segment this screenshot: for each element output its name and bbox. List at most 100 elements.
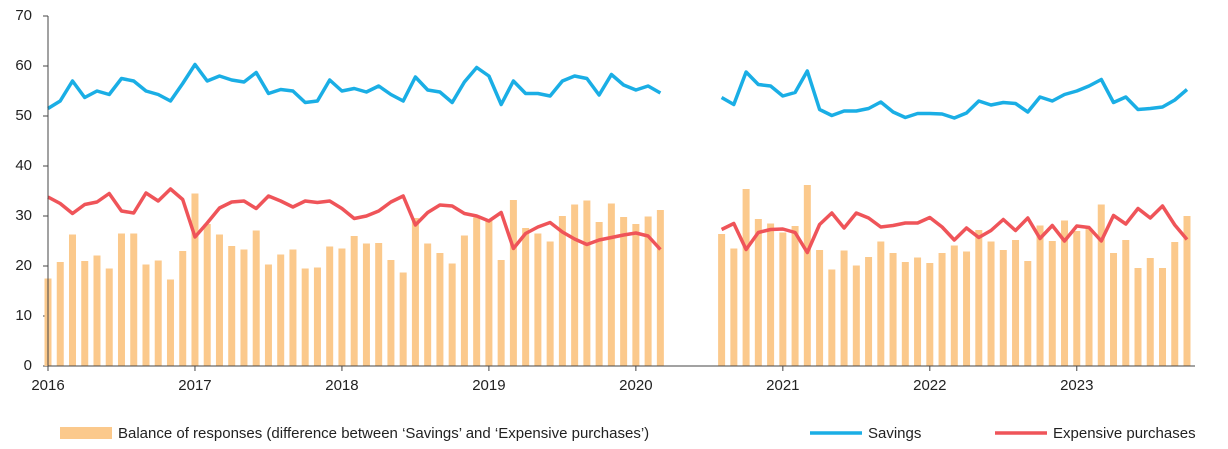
bar <box>1146 258 1154 366</box>
y-tick-label: 0 <box>24 357 32 374</box>
bar <box>411 218 419 366</box>
bar <box>852 265 860 366</box>
bar <box>1048 241 1056 366</box>
bar <box>350 236 358 366</box>
x-tick-label: 2020 <box>619 377 652 394</box>
bar <box>142 264 150 366</box>
bar <box>1122 240 1130 366</box>
y-tick-label: 20 <box>15 257 32 274</box>
bar <box>362 243 370 366</box>
x-tick-label: 2016 <box>31 377 64 394</box>
bar <box>203 224 211 366</box>
bar <box>399 272 407 366</box>
bar <box>1085 228 1093 366</box>
legend-label: Expensive purchases <box>1053 425 1196 442</box>
bar <box>583 200 591 366</box>
bar <box>191 193 199 366</box>
bar <box>877 241 885 366</box>
bar <box>485 221 493 366</box>
bar <box>828 269 836 366</box>
bar <box>1183 216 1191 366</box>
bar <box>289 249 297 366</box>
bar <box>179 251 187 366</box>
x-tick-label: 2017 <box>178 377 211 394</box>
bar <box>1061 220 1069 366</box>
bar <box>718 234 726 366</box>
bar <box>1134 268 1142 366</box>
x-tick-label: 2023 <box>1060 377 1093 394</box>
bar <box>963 251 971 366</box>
bar <box>742 189 750 366</box>
x-tick-label: 2019 <box>472 377 505 394</box>
bar <box>730 248 738 366</box>
bar <box>607 203 615 366</box>
bar <box>558 216 566 366</box>
bar <box>56 262 64 366</box>
bar <box>473 217 481 366</box>
bar <box>277 254 285 366</box>
line <box>47 187 1189 255</box>
bar <box>240 249 248 366</box>
bar <box>313 267 321 366</box>
y-tick-label: 50 <box>15 107 32 124</box>
bar <box>375 243 383 366</box>
bar <box>620 217 628 366</box>
bar <box>1097 204 1105 366</box>
bar <box>81 261 89 366</box>
bar <box>803 185 811 366</box>
bar <box>105 268 113 366</box>
bar <box>534 233 542 366</box>
bar <box>1159 268 1167 366</box>
bar <box>1024 261 1032 366</box>
bar <box>865 257 873 366</box>
x-tick-label: 2018 <box>325 377 358 394</box>
bar <box>1036 225 1044 366</box>
bar <box>130 233 138 366</box>
bar <box>338 248 346 366</box>
bar <box>926 263 934 366</box>
bar <box>889 253 897 366</box>
bar <box>460 235 468 366</box>
bar <box>754 219 762 366</box>
bar <box>840 250 848 366</box>
line <box>47 62 1189 120</box>
bar <box>656 210 664 366</box>
bar <box>816 250 824 366</box>
bar <box>779 232 787 366</box>
bar <box>571 204 579 366</box>
bar <box>166 279 174 366</box>
bar <box>975 230 983 366</box>
bar <box>950 245 958 366</box>
bar <box>509 200 517 366</box>
bar <box>767 223 775 366</box>
legend-label: Balance of responses (difference between… <box>118 425 649 442</box>
bar <box>914 257 922 366</box>
x-tick-label: 2021 <box>766 377 799 394</box>
bar <box>154 260 162 366</box>
bar <box>93 255 101 366</box>
y-tick-label: 60 <box>15 57 32 74</box>
bar <box>448 263 456 366</box>
y-tick-label: 30 <box>15 207 32 224</box>
bar <box>228 246 236 366</box>
bar <box>326 246 334 366</box>
bar <box>252 230 260 366</box>
bar <box>264 264 272 366</box>
bar <box>595 222 603 366</box>
legend-label: Savings <box>868 425 921 442</box>
y-tick-label: 70 <box>15 7 32 24</box>
bar <box>1073 231 1081 366</box>
bar <box>987 241 995 366</box>
bar <box>522 228 530 366</box>
bar <box>117 233 125 366</box>
bar <box>387 260 395 366</box>
x-tick-label: 2022 <box>913 377 946 394</box>
bar <box>68 234 76 366</box>
y-tick-label: 40 <box>15 157 32 174</box>
bar <box>938 253 946 366</box>
bar <box>215 234 223 366</box>
bar <box>1110 253 1118 366</box>
bar <box>546 241 554 366</box>
bar <box>1171 242 1179 366</box>
